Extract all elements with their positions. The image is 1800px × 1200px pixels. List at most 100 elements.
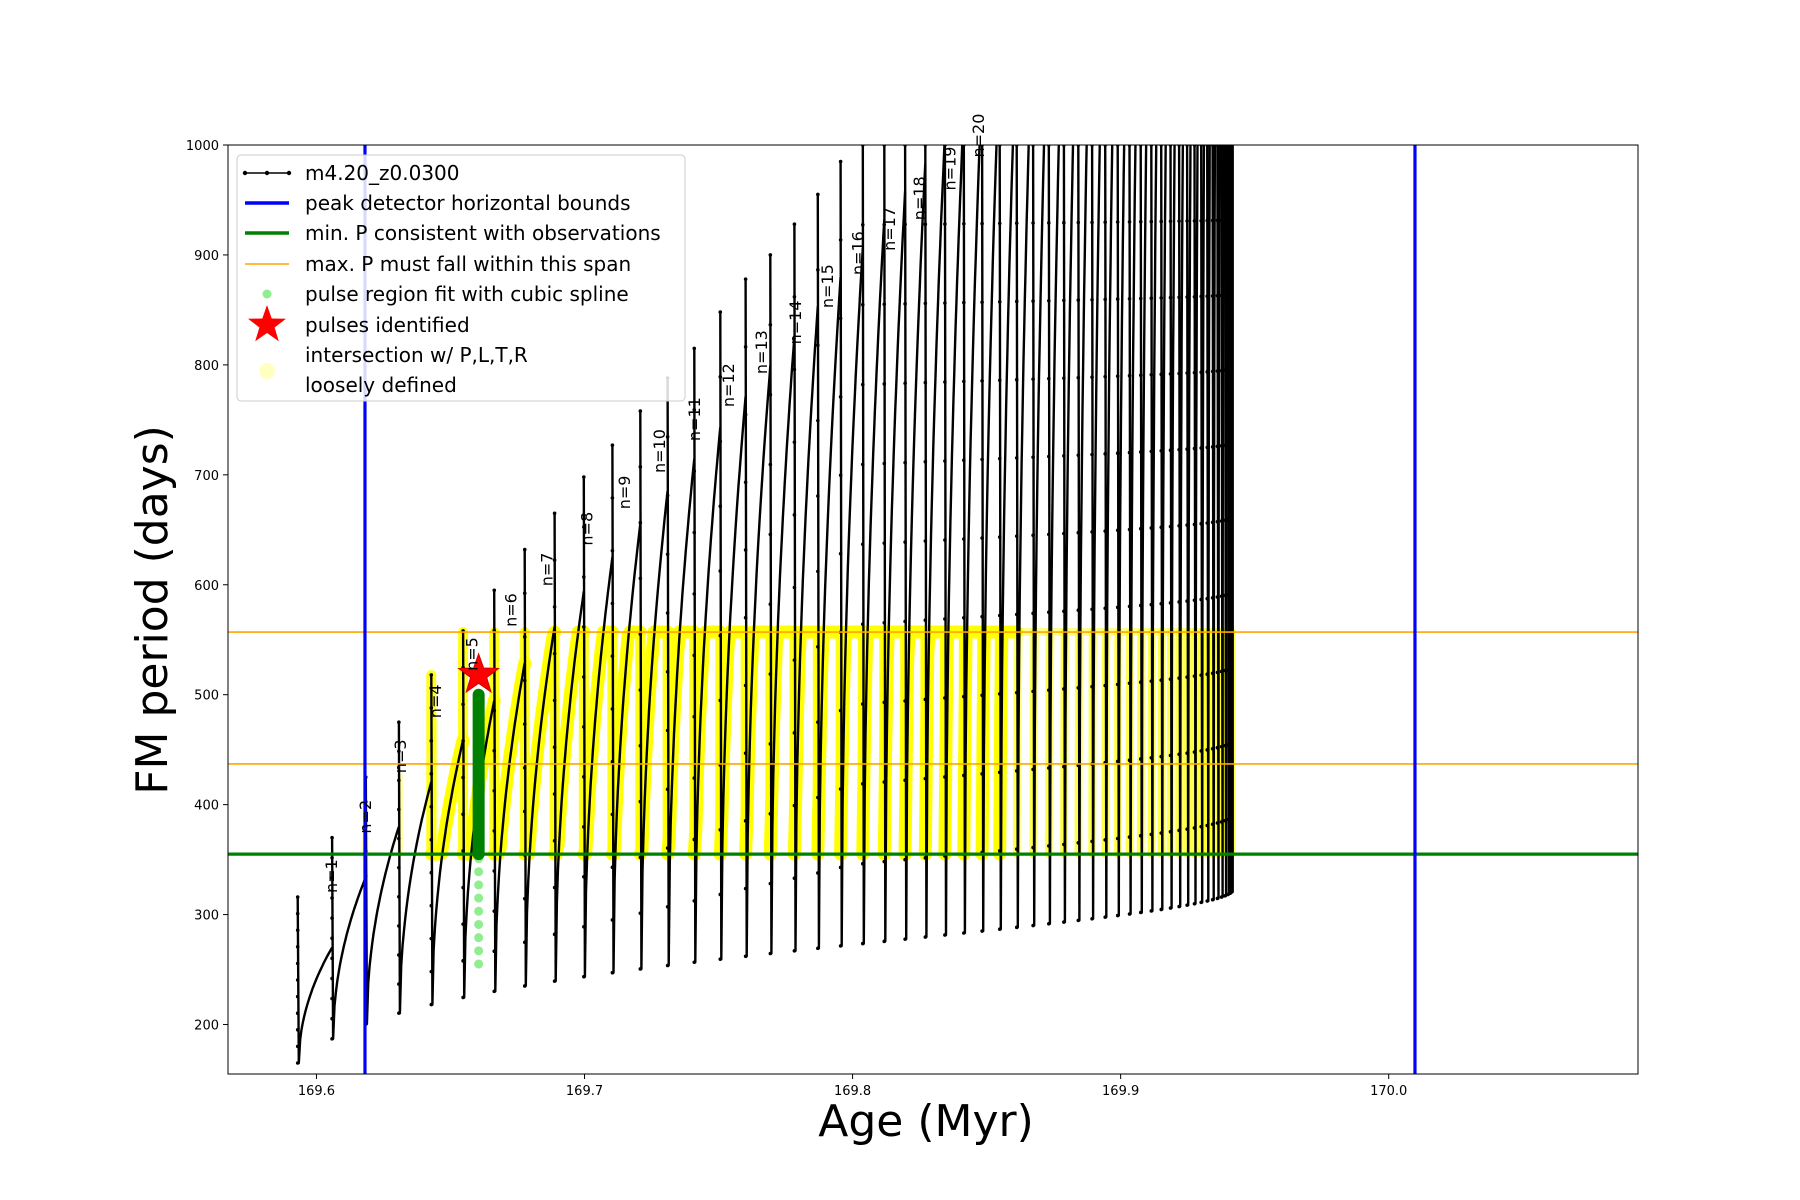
pulse-point [522, 591, 527, 596]
pulse-point [1076, 608, 1081, 613]
x-tick-label: 169.6 [298, 1084, 335, 1099]
pulse-point [768, 392, 773, 397]
pulse-point [1205, 445, 1210, 450]
pulse-point [1210, 218, 1215, 223]
pulse-point [903, 302, 907, 306]
pulse-curve [1169, 145, 1176, 910]
pulse-point [1192, 826, 1197, 830]
pulse-point [792, 949, 797, 953]
pulse-point [397, 953, 401, 957]
pulse-point [610, 812, 615, 817]
pulse-point [1210, 596, 1215, 600]
pulse-point [980, 614, 984, 619]
pulse-curve [1139, 145, 1148, 914]
pulse-point [1223, 368, 1227, 373]
pulse-point [1076, 530, 1081, 535]
pulse-point [1031, 611, 1035, 616]
pulse-point [295, 895, 300, 899]
pulse-point [1159, 296, 1164, 300]
pulse-point [1149, 679, 1154, 683]
pulse-curve [1177, 145, 1185, 908]
pulse-point [768, 951, 773, 956]
pulse-point [1159, 754, 1164, 759]
pulse-point [1047, 688, 1051, 692]
pulse-point [743, 480, 748, 485]
y-tick-label: 200 [194, 1019, 219, 1034]
pulse-point [610, 601, 615, 606]
pulse-point [1115, 605, 1120, 610]
pulse-point [638, 520, 643, 525]
pulse-point [1215, 745, 1220, 750]
pulse-point [903, 778, 907, 783]
pulse-curve [998, 145, 1015, 931]
pulse-point [792, 876, 797, 880]
pulse-point [1031, 455, 1035, 460]
pulse-number-label: n=6 [501, 593, 520, 627]
spline-point [474, 893, 484, 903]
pulse-point [1185, 599, 1189, 603]
spline-point [474, 867, 484, 877]
pulse-number-label: n=3 [391, 739, 410, 773]
pulse-point [397, 982, 401, 986]
pulse-point [1014, 456, 1019, 460]
pulse-number-label: n=5 [462, 637, 481, 671]
pulse-point [1047, 921, 1051, 926]
pulse-point [923, 380, 928, 385]
pulse-point [1192, 598, 1197, 603]
pulse-number-label: n=9 [615, 476, 634, 510]
pulse-point [923, 618, 928, 623]
pulse-point [397, 894, 401, 899]
pulse-curve [924, 145, 946, 939]
pulse-point [1229, 441, 1234, 446]
pulse-point [1149, 909, 1154, 913]
pulse-point [429, 739, 434, 743]
pulse-point [1210, 746, 1215, 751]
pulse-point [1090, 297, 1094, 302]
spline-point [474, 880, 484, 890]
pulse-point [1210, 520, 1215, 525]
pulse-point [1223, 593, 1227, 598]
legend-handle-dot [286, 170, 292, 176]
pulse-point [816, 418, 820, 423]
pulse-point [582, 874, 586, 879]
pulse-point [1199, 749, 1203, 753]
pulse-point [461, 702, 465, 707]
pulse-point [1138, 680, 1143, 685]
pulse-point [1014, 612, 1019, 617]
pulse-point [1205, 370, 1210, 374]
pulse-point [582, 974, 586, 979]
pulse-curve [693, 348, 722, 964]
pulse-point [1014, 221, 1019, 226]
pulse-point [552, 838, 557, 843]
pulse-point [768, 322, 773, 327]
pulse-point [1192, 219, 1197, 223]
pulse-curve [639, 411, 669, 971]
spline-point [474, 933, 484, 943]
pulse-point [582, 725, 586, 729]
pulse-point [768, 742, 773, 746]
pulse-point [962, 694, 966, 699]
pulse-point [610, 970, 615, 975]
pulse-point [1205, 823, 1210, 828]
pulse-point [522, 940, 527, 945]
pulse-point [1127, 758, 1132, 762]
pulse-point [1210, 897, 1215, 902]
pulse-curve [1200, 145, 1206, 904]
pulse-point [792, 440, 797, 444]
pulse-point [429, 936, 434, 941]
pulse-point [1199, 673, 1203, 677]
pulse-point [816, 494, 820, 498]
legend-label: m4.20_z0.0300 [305, 161, 460, 185]
pulse-labels-layer: n=1 n=2 n=3 n=4 n=5 n=6 n=7 n=8 n=9 n=10 n=11 n=12 n… [322, 114, 988, 893]
pulse-point [882, 222, 887, 227]
pulse-point [1223, 818, 1227, 823]
pulse-point [638, 799, 643, 804]
pulse-point [1090, 220, 1094, 225]
pulse-point [330, 976, 334, 981]
pulse-point [1138, 219, 1143, 224]
pulse-point [429, 870, 434, 875]
pulse-point [552, 745, 557, 750]
pulse-point [1076, 841, 1081, 845]
pulse-point [1185, 295, 1189, 299]
